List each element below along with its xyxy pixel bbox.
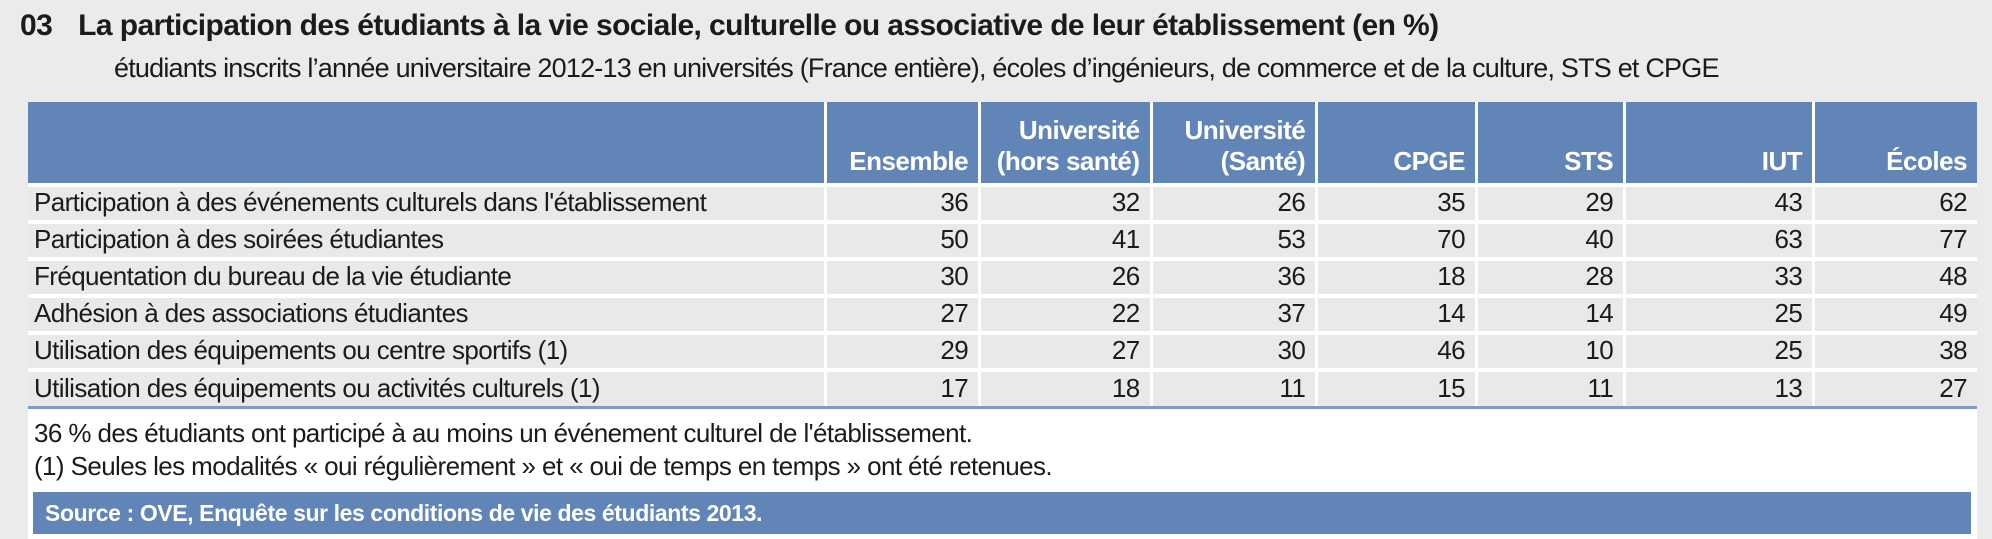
figure-title-row: 03 La participation des étudiants à la vi…: [20, 9, 1439, 43]
cell-value: 62: [1815, 187, 1977, 224]
notes: 36 % des étudiants ont participé à au mo…: [28, 409, 1977, 489]
figure-title: La participation des étudiants à la vie …: [78, 9, 1439, 42]
cell-value: 30: [1152, 335, 1319, 372]
table-row: Participation à des soirées étudiantes 50…: [28, 224, 1977, 261]
table-row: Participation à des événements culturels…: [28, 187, 1977, 224]
cell-value: 77: [1815, 224, 1977, 261]
column-header: Université (hors santé): [981, 102, 1153, 187]
data-table: Ensemble Université (hors santé) Universit…: [28, 102, 1977, 406]
cell-value: 29: [827, 335, 982, 372]
cell-value: 63: [1626, 224, 1816, 261]
table-panel: Ensemble Université (hors santé) Universit…: [28, 102, 1977, 539]
cell-value: 50: [827, 224, 982, 261]
header-row: Ensemble Université (hors santé) Universit…: [28, 102, 1977, 187]
reading-note: 36 % des étudiants ont participé à au mo…: [34, 418, 973, 448]
table-row: Utilisation des équipements ou activités…: [28, 372, 1977, 406]
cell-value: 40: [1478, 224, 1627, 261]
cell-value: 46: [1318, 335, 1479, 372]
cell-value: 26: [1152, 187, 1319, 224]
cell-value: 25: [1626, 298, 1816, 335]
cell-value: 28: [1478, 261, 1627, 298]
figure-subtitle: étudiants inscrits l’année universitaire…: [114, 53, 1719, 83]
row-label: Utilisation des équipements ou activités…: [28, 372, 828, 406]
source-text: Source : OVE, Enquête sur les conditions…: [45, 500, 763, 526]
source-bar: Source : OVE, Enquête sur les conditions…: [33, 492, 1971, 534]
row-label: Participation à des événements culturels…: [28, 187, 828, 224]
column-header: CPGE: [1318, 102, 1479, 187]
data-table-wrap: Ensemble Université (hors santé) Universit…: [28, 102, 1977, 409]
table-row: Fréquentation du bureau de la vie étudia…: [28, 261, 1977, 298]
cell-value: 43: [1626, 187, 1816, 224]
cell-value: 17: [827, 372, 982, 406]
figure-number: 03: [20, 9, 53, 42]
row-label: Utilisation des équipements ou centre sp…: [28, 335, 828, 372]
table-corner: [28, 102, 828, 187]
cell-value: 11: [1478, 372, 1627, 406]
cell-value: 37: [1152, 298, 1319, 335]
cell-value: 29: [1478, 187, 1627, 224]
cell-value: 53: [1152, 224, 1319, 261]
column-header: STS: [1478, 102, 1627, 187]
cell-value: 14: [1478, 298, 1627, 335]
cell-value: 18: [981, 372, 1153, 406]
column-header: Université (Santé): [1152, 102, 1319, 187]
cell-value: 38: [1815, 335, 1977, 372]
cell-value: 13: [1626, 372, 1816, 406]
cell-value: 70: [1318, 224, 1479, 261]
footnote-1: (1) Seules les modalités « oui régulière…: [34, 451, 1053, 481]
column-header: Écoles: [1815, 102, 1977, 187]
cell-value: 49: [1815, 298, 1977, 335]
row-label: Fréquentation du bureau de la vie étudia…: [28, 261, 828, 298]
table-row: Adhésion à des associations étudiantes 27…: [28, 298, 1977, 335]
cell-value: 48: [1815, 261, 1977, 298]
cell-value: 27: [1815, 372, 1977, 406]
cell-value: 25: [1626, 335, 1816, 372]
cell-value: 27: [827, 298, 982, 335]
cell-value: 35: [1318, 187, 1479, 224]
cell-value: 26: [981, 261, 1153, 298]
cell-value: 15: [1318, 372, 1479, 406]
cell-value: 22: [981, 298, 1153, 335]
cell-value: 33: [1626, 261, 1816, 298]
column-header: Ensemble: [827, 102, 982, 187]
table-row: Utilisation des équipements ou centre sp…: [28, 335, 1977, 372]
cell-value: 41: [981, 224, 1153, 261]
column-header: IUT: [1626, 102, 1816, 187]
cell-value: 32: [981, 187, 1153, 224]
cell-value: 14: [1318, 298, 1479, 335]
row-label: Adhésion à des associations étudiantes: [28, 298, 828, 335]
cell-value: 11: [1152, 372, 1319, 406]
cell-value: 36: [1152, 261, 1319, 298]
cell-value: 27: [981, 335, 1153, 372]
cell-value: 36: [827, 187, 982, 224]
cell-value: 30: [827, 261, 982, 298]
cell-value: 18: [1318, 261, 1479, 298]
cell-value: 10: [1478, 335, 1627, 372]
row-label: Participation à des soirées étudiantes: [28, 224, 828, 261]
